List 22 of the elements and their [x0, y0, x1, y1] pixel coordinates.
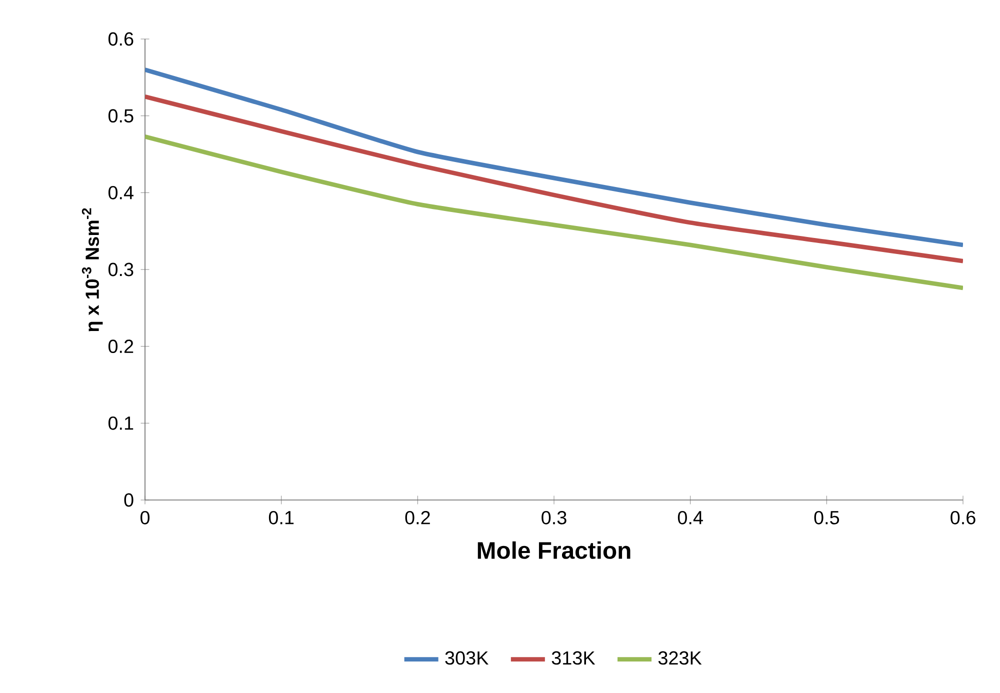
- x-tick-label: 0.1: [268, 510, 294, 524]
- legend-label: 323K: [658, 651, 702, 665]
- x-tick-label: 0.4: [678, 510, 703, 524]
- x-tick-label: 0.5: [814, 510, 840, 524]
- line-series: [145, 94, 964, 264]
- y-tick-label: 0.1: [108, 416, 134, 430]
- x-tick-label: 0.3: [542, 510, 566, 524]
- x-tick-label: 0: [140, 510, 150, 524]
- y-tick-label: 0.2: [108, 340, 134, 354]
- x-axis-title: Mole Fraction: [478, 541, 630, 559]
- y-tick-label: 0.5: [108, 109, 134, 123]
- line-series: [145, 134, 964, 290]
- x-tick-label: 0.6: [950, 510, 976, 524]
- y-tick-label: 0: [124, 493, 134, 507]
- y-axis-title: η x 10$^{-3}$ Nsm$^{-2}$: [82, 208, 103, 332]
- line-series: [145, 68, 964, 248]
- y-tick-label: 0.4: [108, 186, 134, 200]
- legend-label: 313K: [552, 651, 596, 665]
- legend-label: 303K: [445, 651, 488, 665]
- y-tick-label: 0.3: [108, 262, 134, 276]
- y-tick-label: 0.6: [108, 32, 134, 46]
- x-tick-label: 0.2: [405, 510, 430, 524]
